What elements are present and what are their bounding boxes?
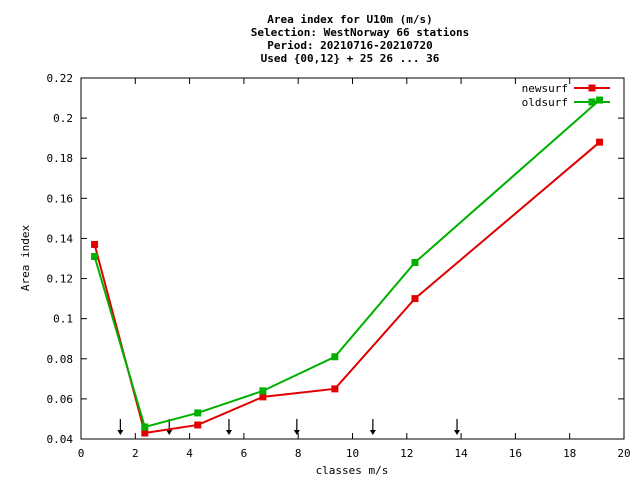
legend-sample-marker: [588, 84, 596, 92]
data-point: [411, 259, 419, 267]
y-tick-label: 0.16: [47, 192, 74, 205]
y-tick-label: 0.1: [53, 313, 73, 326]
class-boundary-arrow: [293, 419, 300, 435]
y-tick-label: 0.04: [47, 433, 74, 446]
legend-label-newsurf: newsurf: [522, 82, 568, 95]
class-boundary-arrows: [117, 419, 461, 435]
x-tick-label: 16: [509, 447, 522, 460]
series-newsurf: [91, 138, 604, 437]
chart-title: Area index for U10m (m/s) Selection: Wes…: [251, 13, 470, 65]
x-tick-label: 20: [617, 447, 630, 460]
data-point: [331, 353, 339, 361]
data-point: [259, 387, 267, 395]
title-line-2: Selection: WestNorway 66 stations: [251, 26, 470, 39]
x-tick-label: 18: [563, 447, 576, 460]
x-tick-label: 12: [400, 447, 413, 460]
title-line-4: Used {00,12} + 25 26 ... 36: [261, 52, 440, 65]
data-point: [141, 423, 149, 431]
y-tick-label: 0.2: [53, 112, 73, 125]
data-point: [596, 96, 604, 104]
class-boundary-arrow: [117, 419, 124, 435]
legend: newsurf oldsurf: [522, 82, 610, 109]
series-oldsurf: [91, 96, 604, 431]
data-point: [91, 252, 99, 260]
data-point: [194, 409, 202, 417]
x-tick-label: 14: [454, 447, 468, 460]
class-boundary-arrow: [454, 419, 461, 435]
data-point: [91, 240, 99, 248]
x-axis: 0 2 4 6 8 10 12 14 16 18 20: [78, 78, 631, 460]
y-tick-label: 0.08: [47, 353, 74, 366]
x-tick-label: 10: [346, 447, 359, 460]
data-point: [411, 295, 419, 303]
legend-sample-marker: [588, 98, 596, 106]
y-tick-label: 0.18: [47, 152, 74, 165]
x-tick-label: 8: [295, 447, 302, 460]
y-axis: 0.04 0.06 0.08 0.1 0.12 0.14 0.16 0.18 0.2 0.22: [47, 72, 624, 446]
data-point: [259, 393, 267, 401]
y-tick-label: 0.06: [47, 393, 74, 406]
x-tick-label: 0: [78, 447, 85, 460]
y-tick-label: 0.14: [47, 232, 74, 245]
data-point: [596, 138, 604, 146]
data-point: [141, 429, 149, 437]
legend-label-oldsurf: oldsurf: [522, 96, 568, 109]
class-boundary-arrow: [369, 419, 376, 435]
title-line-3: Period: 20210716-20210720: [267, 39, 433, 52]
series-group: [91, 96, 604, 437]
class-boundary-arrow: [225, 419, 232, 435]
data-point: [194, 421, 202, 429]
x-tick-label: 2: [132, 447, 139, 460]
data-point: [331, 385, 339, 393]
x-tick-label: 6: [241, 447, 248, 460]
title-line-1: Area index for U10m (m/s): [267, 13, 433, 26]
x-axis-label: classes m/s: [316, 464, 389, 477]
y-tick-label: 0.22: [47, 72, 74, 85]
y-tick-label: 0.12: [47, 273, 74, 286]
x-tick-label: 4: [186, 447, 193, 460]
y-axis-label: Area index: [19, 225, 32, 292]
